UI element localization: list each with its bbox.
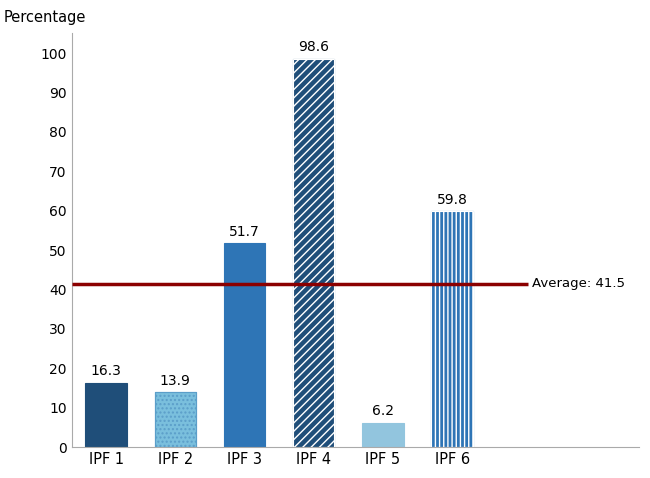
Text: 16.3: 16.3 xyxy=(91,364,122,378)
Text: 13.9: 13.9 xyxy=(160,373,191,388)
Text: 51.7: 51.7 xyxy=(229,225,260,239)
Bar xyxy=(85,383,127,447)
Bar xyxy=(224,243,265,447)
Bar xyxy=(155,392,196,447)
Bar xyxy=(293,59,335,447)
Bar xyxy=(432,211,473,447)
Bar xyxy=(155,392,196,447)
Text: Percentage: Percentage xyxy=(3,10,86,25)
Bar xyxy=(362,423,404,447)
Text: Average: 41.5: Average: 41.5 xyxy=(532,277,625,290)
Text: 98.6: 98.6 xyxy=(298,40,329,54)
Bar xyxy=(432,211,473,447)
Text: 6.2: 6.2 xyxy=(372,404,394,418)
Text: 59.8: 59.8 xyxy=(437,193,467,207)
Bar xyxy=(293,59,335,447)
